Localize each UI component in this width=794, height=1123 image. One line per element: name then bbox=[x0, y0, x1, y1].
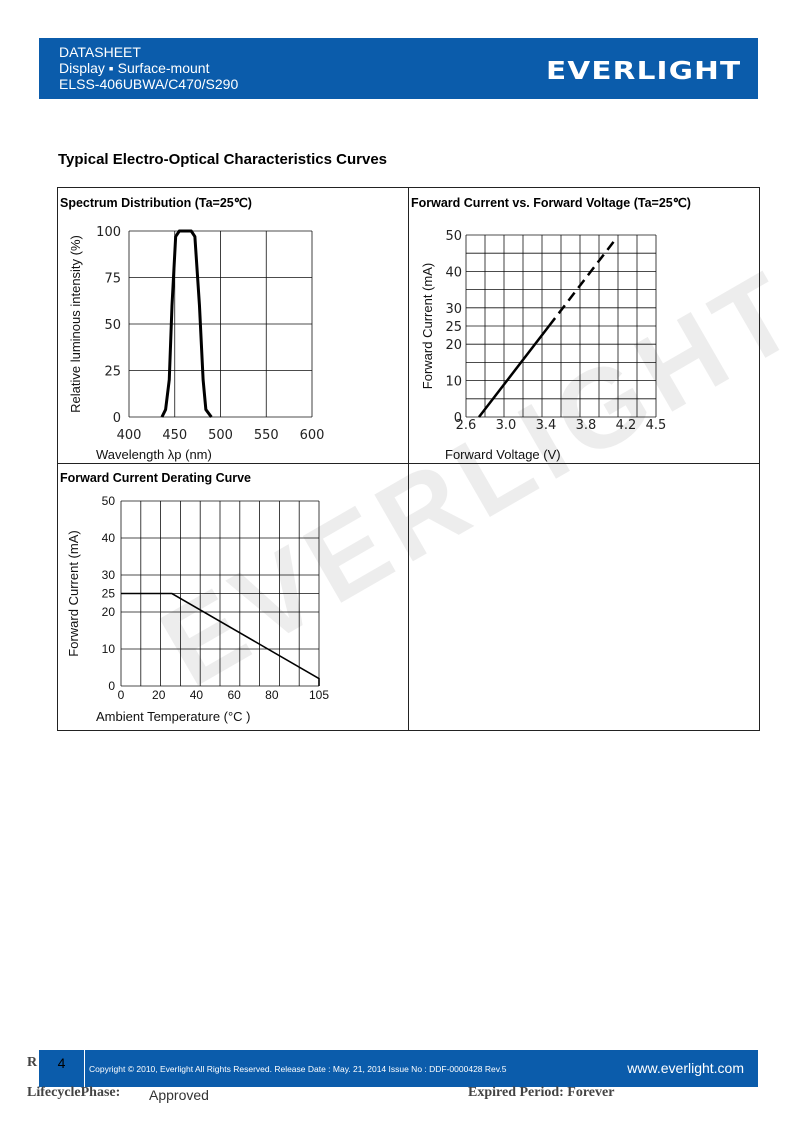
x-tick-label: 4.2 bbox=[616, 418, 637, 433]
y-tick-label: 0 bbox=[108, 679, 115, 693]
y-tick-label: 10 bbox=[102, 642, 116, 656]
footer-website-link[interactable]: www.everlight.com bbox=[627, 1060, 744, 1076]
x-tick-label: 20 bbox=[152, 688, 166, 702]
y-tick-label: 25 bbox=[445, 320, 462, 335]
spectrum-panel: Spectrum Distribution (Ta=25℃) 400 450 500… bbox=[57, 187, 409, 464]
footer-bar: 4 Copyright © 2010, Everlight All Rights… bbox=[39, 1050, 758, 1087]
x-tick-label: 550 bbox=[254, 428, 279, 443]
header-text: DATASHEET Display ▪ Surface-mount ELSS-4… bbox=[59, 44, 238, 92]
derating-panel: Forward Current Derating Curve 0 20 40 60 80… bbox=[57, 463, 409, 731]
header-part-number: ELSS-406UBWA/C470/S290 bbox=[59, 76, 239, 92]
spectrum-title: Spectrum Distribution (Ta=25℃) bbox=[60, 196, 252, 210]
x-tick-label: 450 bbox=[162, 428, 187, 443]
y-tick-label: 50 bbox=[445, 229, 462, 244]
iv-curve bbox=[478, 325, 550, 418]
x-axis-label: Ambient Temperature (°C ) bbox=[96, 709, 251, 724]
y-tick-label: 40 bbox=[102, 531, 116, 545]
y-tick-label: 50 bbox=[102, 494, 116, 508]
x-axis-label: Wavelength λp (nm) bbox=[96, 447, 212, 462]
y-tick-label: 50 bbox=[104, 318, 121, 333]
footer-r-prefix: R bbox=[27, 1055, 38, 1070]
lifecycle-value: Approved bbox=[149, 1087, 209, 1103]
x-tick-label: 60 bbox=[227, 688, 241, 702]
lifecycle-label: LifecyclePhase: bbox=[27, 1085, 121, 1100]
y-tick-label: 100 bbox=[96, 225, 121, 240]
x-tick-label: 500 bbox=[208, 428, 233, 443]
iv-curve-extrapolated bbox=[548, 237, 617, 327]
x-tick-label: 3.4 bbox=[536, 418, 557, 433]
y-tick-label: 0 bbox=[454, 411, 462, 426]
derating-chart: 0 20 40 60 80 105 0 10 20 25 30 40 50 Ambient Tempera… bbox=[66, 494, 329, 724]
y-tick-label: 75 bbox=[104, 272, 121, 287]
page-number: 4 bbox=[39, 1050, 85, 1087]
x-axis-label: Forward Voltage (V) bbox=[445, 447, 561, 462]
iv-title: Forward Current vs. Forward Voltage (Ta=… bbox=[411, 196, 691, 210]
iv-panel: Forward Current vs. Forward Voltage (Ta=… bbox=[408, 187, 760, 464]
iv-chart: 2.6 3.0 3.4 3.8 4.2 4.5 0 10 20 25 30 40 50 Forward V… bbox=[420, 229, 667, 462]
y-axis-label: Forward Current (mA) bbox=[420, 263, 435, 389]
y-axis-label: Forward Current (mA) bbox=[66, 530, 81, 656]
x-tick-label: 4.5 bbox=[646, 418, 667, 433]
y-tick-label: 30 bbox=[102, 568, 116, 582]
y-tick-label: 0 bbox=[113, 411, 121, 426]
x-tick-label: 3.8 bbox=[576, 418, 597, 433]
y-tick-label: 10 bbox=[445, 375, 462, 390]
x-tick-label: 80 bbox=[265, 688, 279, 702]
section-title: Typical Electro-Optical Characteristics … bbox=[58, 151, 388, 168]
empty-panel bbox=[408, 463, 760, 731]
y-tick-label: 25 bbox=[102, 587, 116, 601]
derating-curve bbox=[121, 592, 320, 686]
everlight-logo: EVERLIGHT bbox=[546, 56, 742, 85]
spectrum-chart: 400 450 500 550 600 0 25 50 75 100 Wavelength λp (… bbox=[68, 225, 325, 462]
x-tick-label: 3.0 bbox=[496, 418, 517, 433]
x-tick-label: 40 bbox=[190, 688, 204, 702]
header-category: Display ▪ Surface-mount bbox=[59, 60, 210, 76]
spectrum-curve bbox=[160, 229, 213, 418]
x-tick-label: 2.6 bbox=[456, 418, 477, 433]
y-tick-label: 25 bbox=[104, 365, 121, 380]
header-doc-type: DATASHEET bbox=[59, 44, 141, 60]
y-axis-label: Relative luminous intensity (%) bbox=[68, 235, 83, 413]
x-tick-label: 105 bbox=[309, 688, 329, 702]
derating-title: Forward Current Derating Curve bbox=[60, 471, 252, 485]
x-tick-label: 600 bbox=[300, 428, 325, 443]
datasheet-header: DATASHEET Display ▪ Surface-mount ELSS-4… bbox=[39, 38, 758, 99]
expired-period: Expired Period: Forever bbox=[468, 1085, 615, 1100]
y-tick-label: 30 bbox=[445, 302, 462, 317]
x-tick-label: 0 bbox=[118, 688, 125, 702]
y-tick-label: 40 bbox=[445, 265, 462, 280]
y-tick-label: 20 bbox=[445, 338, 462, 353]
x-tick-label: 400 bbox=[117, 428, 142, 443]
footer-copyright: Copyright © 2010, Everlight All Rights R… bbox=[89, 1064, 507, 1074]
y-tick-label: 20 bbox=[102, 605, 116, 619]
